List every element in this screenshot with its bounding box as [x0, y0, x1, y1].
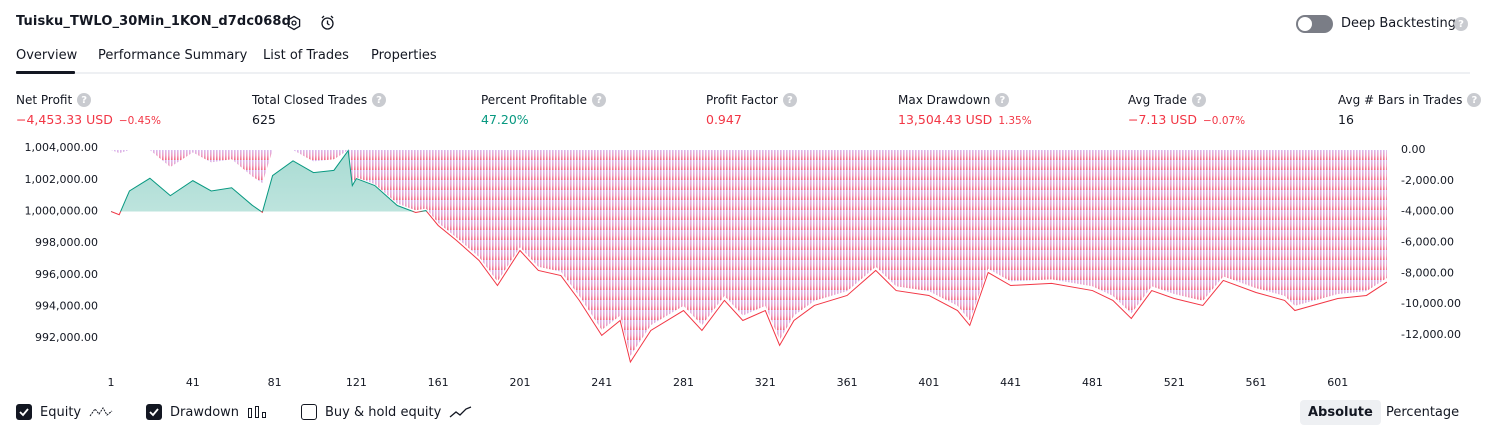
x-tick-label: 121	[346, 376, 367, 389]
metric-value-text: −7.13 USD	[1128, 112, 1197, 127]
x-tick-label: 401	[918, 376, 939, 389]
info-icon[interactable]: ?	[591, 93, 606, 107]
metric-label: Profit Factor?	[706, 93, 797, 107]
x-tick-label: 361	[837, 376, 858, 389]
toggle-label: Deep Backtesting	[1341, 16, 1457, 31]
info-icon[interactable]: ?	[782, 93, 797, 107]
info-icon[interactable]: ?	[1191, 93, 1206, 107]
mode-button[interactable]: Percentage	[1386, 405, 1460, 420]
metric-label: Max Drawdown?	[898, 93, 1010, 107]
metric-percent: −0.45%	[118, 115, 161, 127]
buy-hold-toggle[interactable]: Buy & hold equity	[301, 404, 473, 420]
y-tick-label: 996,000.00	[35, 268, 98, 281]
tab-indicator	[16, 71, 75, 74]
y2-tick-label: -12,000.00	[1401, 328, 1461, 341]
equity-line	[110, 149, 1388, 364]
metric-label: Avg # Bars in Trades?	[1338, 93, 1482, 107]
metric-label-text: Percent Profitable	[481, 93, 587, 107]
x-tick-label: 41	[186, 376, 200, 389]
info-icon[interactable]: ?	[995, 93, 1010, 107]
y-tick-label: 1,000,000.00	[25, 205, 98, 218]
y2-tick-label: -8,000.00	[1401, 266, 1454, 279]
x-tick-label: 161	[428, 376, 449, 389]
x-tick-label: 241	[591, 376, 612, 389]
metric-percent: −0.07%	[1203, 115, 1246, 127]
metric-label: Total Closed Trades?	[252, 93, 387, 107]
y-tick-label: 1,004,000.00	[25, 141, 98, 154]
legend-label: Drawdown	[170, 404, 240, 420]
x-tick-label: 521	[1164, 376, 1185, 389]
tab-divider	[16, 72, 1470, 74]
y2-tick-label: -4,000.00	[1401, 205, 1454, 218]
metric-value: 0.947	[706, 112, 742, 127]
legend-label: Buy & hold equity	[325, 404, 442, 420]
metric-label-text: Total Closed Trades	[252, 93, 368, 107]
metric-value: 16	[1338, 112, 1354, 127]
tab[interactable]: Properties	[371, 48, 437, 63]
x-tick-label: 481	[1082, 376, 1103, 389]
metric-value: 625	[252, 112, 276, 127]
metric-value-text: 13,504.43 USD	[898, 112, 993, 127]
metric-label-text: Avg # Bars in Trades	[1338, 93, 1463, 107]
metric-value: 47.20%	[481, 112, 529, 127]
x-tick-label: 321	[755, 376, 776, 389]
equity-area	[120, 150, 427, 212]
legend-label: Equity	[40, 404, 82, 420]
metric-label: Net Profit?	[16, 93, 92, 107]
metric-value-text: 0.947	[706, 112, 742, 127]
y-tick-label: 998,000.00	[35, 236, 98, 249]
x-tick-label: 601	[1327, 376, 1348, 389]
mode-button[interactable]: Absolute	[1300, 400, 1381, 425]
alert-icon[interactable]	[320, 15, 336, 31]
metric-value-text: 625	[252, 112, 276, 127]
metric-value-text: 47.20%	[481, 112, 529, 127]
y-tick-label: 994,000.00	[35, 300, 98, 313]
x-tick-label: 281	[673, 376, 694, 389]
y2-tick-label: -10,000.00	[1401, 297, 1461, 310]
help-icon[interactable]: ?	[1454, 17, 1468, 31]
y-tick-label: 1,002,000.00	[25, 173, 98, 186]
tab[interactable]: List of Trades	[263, 48, 349, 63]
drawdown-toggle[interactable]: Drawdown	[146, 404, 267, 420]
metric-value: −7.13 USD −0.07%	[1128, 112, 1245, 127]
y-tick-label: 992,000.00	[35, 331, 98, 344]
metric-label: Avg Trade?	[1128, 93, 1206, 107]
metric-label-text: Profit Factor	[706, 93, 778, 107]
equity-toggle[interactable]: Equity	[16, 404, 113, 420]
metric-value: −4,453.33 USD −0.45%	[16, 112, 161, 127]
metric-percent: 1.35%	[998, 115, 1032, 127]
metric-value: 13,504.43 USD 1.35%	[898, 112, 1032, 127]
y2-tick-label: -6,000.00	[1401, 236, 1454, 249]
tab[interactable]: Performance Summary	[98, 48, 248, 63]
metric-label-text: Net Profit	[16, 93, 73, 107]
info-icon[interactable]: ?	[77, 93, 92, 107]
metric-label-text: Max Drawdown	[898, 93, 991, 107]
x-tick-label: 441	[1000, 376, 1021, 389]
metric-label: Percent Profitable?	[481, 93, 606, 107]
x-tick-label: 1	[108, 376, 115, 389]
y2-tick-label: 0.00	[1401, 143, 1426, 156]
settings-icon[interactable]	[286, 15, 302, 31]
x-tick-label: 81	[268, 376, 282, 389]
x-tick-label: 201	[509, 376, 530, 389]
info-icon[interactable]: ?	[372, 93, 387, 107]
metric-label-text: Avg Trade	[1128, 93, 1187, 107]
y2-tick-label: -2,000.00	[1401, 174, 1454, 187]
tab[interactable]: Overview	[16, 48, 78, 63]
metric-value-text: 16	[1338, 112, 1354, 127]
info-icon[interactable]: ?	[1467, 93, 1482, 107]
drawdown-area	[111, 150, 1387, 356]
chart: 992,000.00 994,000.00 996,000.00 998,000.00…	[25, 141, 1461, 389]
deep-backtesting-toggle[interactable]	[1296, 15, 1333, 33]
metric-value-text: −4,453.33 USD	[16, 112, 113, 127]
x-tick-label: 561	[1246, 376, 1267, 389]
strategy-title: Tuisku_TWLO_30Min_1KON_d7dc068d	[16, 14, 291, 29]
